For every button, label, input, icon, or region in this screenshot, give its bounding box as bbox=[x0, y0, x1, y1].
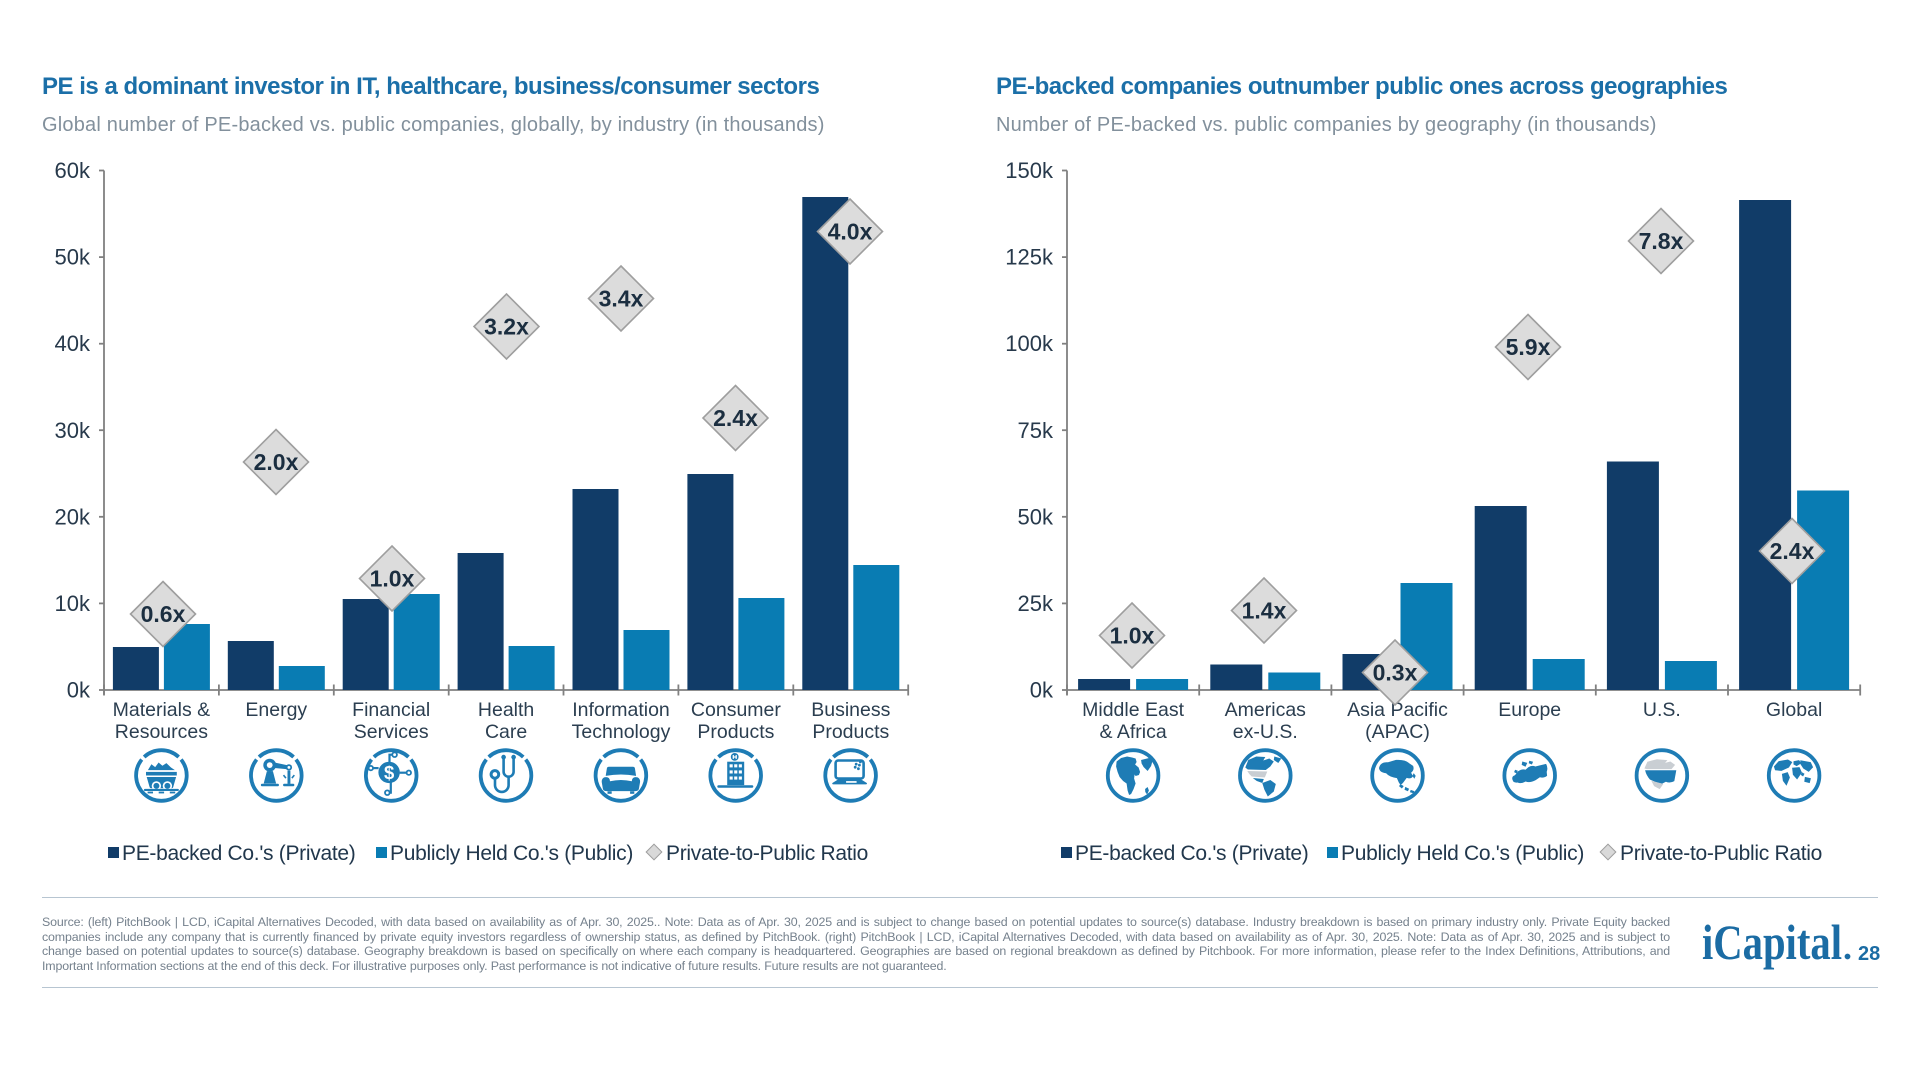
svg-text:1.0x: 1.0x bbox=[1110, 623, 1155, 649]
svg-text:7.8x: 7.8x bbox=[1639, 228, 1684, 254]
svg-text:1.4x: 1.4x bbox=[1242, 598, 1287, 624]
svg-text:U.S.: U.S. bbox=[1643, 699, 1681, 721]
svg-text:Europe: Europe bbox=[1498, 699, 1561, 721]
svg-text:0.6x: 0.6x bbox=[141, 601, 186, 627]
svg-text:150k: 150k bbox=[1005, 158, 1054, 183]
svg-text:Services: Services bbox=[354, 721, 429, 743]
svg-text:25k: 25k bbox=[1018, 591, 1054, 616]
svg-text:3.2x: 3.2x bbox=[484, 314, 529, 340]
svg-text:2.0x: 2.0x bbox=[254, 449, 299, 475]
svg-text:2.4x: 2.4x bbox=[1770, 538, 1815, 564]
svg-text:Global: Global bbox=[1766, 699, 1822, 721]
svg-text:Information: Information bbox=[572, 699, 670, 721]
svg-text:28: 28 bbox=[1858, 943, 1880, 965]
svg-text:0.3x: 0.3x bbox=[1373, 660, 1418, 686]
svg-text:Products: Products bbox=[697, 721, 774, 743]
svg-text:50k: 50k bbox=[1018, 504, 1054, 529]
svg-text:Care: Care bbox=[485, 721, 527, 743]
svg-text:Resources: Resources bbox=[115, 721, 208, 743]
svg-text:Financial: Financial bbox=[352, 699, 430, 721]
svg-text:Business: Business bbox=[811, 699, 890, 721]
svg-text:Technology: Technology bbox=[572, 721, 671, 743]
svg-text:Health: Health bbox=[478, 699, 534, 721]
svg-text:100k: 100k bbox=[1005, 331, 1054, 356]
svg-text:& Africa: & Africa bbox=[1099, 721, 1166, 743]
svg-text:Americas: Americas bbox=[1225, 699, 1307, 721]
svg-text:Products: Products bbox=[812, 721, 889, 743]
svg-text:Materials &: Materials & bbox=[113, 699, 211, 721]
svg-text:0k: 0k bbox=[67, 678, 91, 703]
svg-text:iCapital: iCapital bbox=[1702, 915, 1842, 970]
svg-text:60k: 60k bbox=[55, 158, 91, 183]
svg-text:2.4x: 2.4x bbox=[713, 405, 758, 431]
svg-text:Middle East: Middle East bbox=[1082, 699, 1184, 721]
svg-text:10k: 10k bbox=[55, 591, 91, 616]
svg-text:Consumer: Consumer bbox=[691, 699, 781, 721]
svg-text:5.9x: 5.9x bbox=[1506, 334, 1551, 360]
svg-text:3.4x: 3.4x bbox=[599, 286, 644, 312]
svg-text:1.0x: 1.0x bbox=[370, 566, 415, 592]
svg-text:(APAC): (APAC) bbox=[1365, 721, 1430, 743]
svg-text:0k: 0k bbox=[1030, 678, 1054, 703]
svg-text:Asia Pacific: Asia Pacific bbox=[1347, 699, 1448, 721]
svg-text:4.0x: 4.0x bbox=[828, 219, 873, 245]
svg-text:$: $ bbox=[384, 762, 395, 783]
svg-text:125k: 125k bbox=[1005, 245, 1054, 270]
svg-text:ex-U.S.: ex-U.S. bbox=[1233, 721, 1298, 743]
svg-text:30k: 30k bbox=[55, 418, 91, 443]
svg-text:40k: 40k bbox=[55, 331, 91, 356]
svg-text:20k: 20k bbox=[55, 504, 91, 529]
svg-text:Energy: Energy bbox=[245, 699, 307, 721]
svg-text:50k: 50k bbox=[55, 245, 91, 270]
svg-text:75k: 75k bbox=[1018, 418, 1054, 443]
